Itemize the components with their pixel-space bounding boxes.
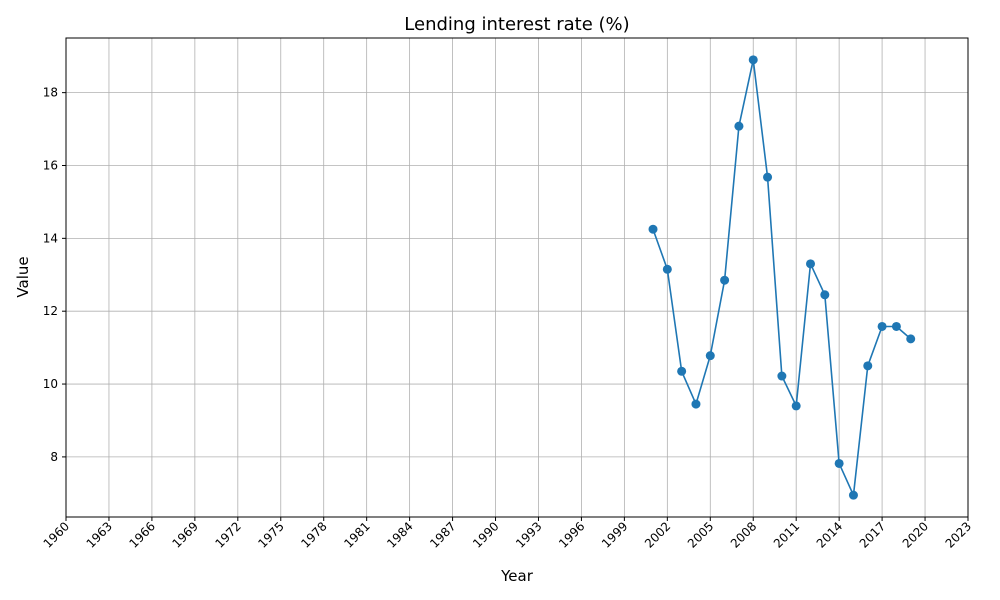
x-tick-label: 1999 (599, 519, 630, 550)
x-tick-label: 2008 (728, 519, 759, 550)
x-tick-label: 1984 (384, 519, 415, 550)
x-tick-label: 2011 (771, 519, 802, 550)
data-point-2018 (891, 321, 901, 331)
data-point-2017 (877, 321, 887, 331)
x-tick-label: 1990 (470, 519, 501, 550)
data-point-2011 (791, 401, 801, 411)
y-tick-label: 18 (43, 86, 58, 100)
y-tick-label: 8 (50, 450, 58, 464)
data-point-2009 (763, 172, 773, 182)
x-tick-label: 1981 (341, 519, 372, 550)
series-line (652, 59, 912, 496)
data-point-2001 (648, 224, 658, 234)
x-tick-label: 1969 (169, 519, 200, 550)
data-point-2004 (691, 399, 701, 409)
data-point-2008 (748, 55, 758, 65)
series-line-layer (652, 59, 912, 496)
x-tick-label: 1993 (513, 519, 544, 550)
x-tick-label: 2014 (814, 519, 845, 550)
data-point-2007 (734, 121, 744, 131)
y-tick-label: 14 (43, 231, 58, 245)
data-point-2005 (705, 351, 715, 361)
x-tick-label: 2023 (943, 519, 974, 550)
y-tick-label: 16 (43, 158, 58, 172)
data-point-2002 (662, 264, 672, 274)
grid (65, 38, 969, 517)
y-tick-label: 12 (43, 304, 58, 318)
x-tick-label: 1966 (127, 519, 158, 550)
data-points (648, 55, 916, 500)
data-point-2019 (906, 334, 916, 344)
chart-title: Lending interest rate (%) (404, 14, 629, 35)
x-tick-label: 1963 (84, 519, 115, 550)
x-tick-label: 2020 (900, 519, 931, 550)
x-axis-ticks: 1960 1963 1966 1969 1972 1975 1978 1981 1984 1987… (41, 517, 974, 551)
x-tick-label: 1975 (255, 519, 286, 550)
x-tick-label: 1978 (298, 519, 329, 550)
data-point-2012 (806, 259, 816, 269)
x-tick-label: 2005 (685, 519, 716, 550)
data-point-2015 (848, 490, 858, 500)
y-axis-title: Value (14, 256, 32, 297)
data-point-2006 (720, 275, 730, 285)
data-point-2003 (677, 366, 687, 376)
x-tick-label: 2002 (642, 519, 673, 550)
data-point-2014 (834, 458, 844, 468)
x-tick-label: 1987 (427, 519, 458, 550)
data-point-2010 (777, 371, 787, 381)
x-tick-label: 2017 (857, 519, 888, 550)
y-axis-ticks: 8 10 12 14 16 18 (43, 86, 66, 464)
x-tick-label: 1996 (556, 519, 587, 550)
x-tick-label: 1972 (212, 519, 243, 550)
plot-frame (65, 37, 969, 518)
data-point-2016 (863, 361, 873, 371)
x-axis-title: Year (500, 567, 534, 585)
y-tick-label: 10 (43, 377, 58, 391)
x-tick-label: 1960 (41, 519, 72, 550)
data-point-2013 (820, 290, 830, 300)
